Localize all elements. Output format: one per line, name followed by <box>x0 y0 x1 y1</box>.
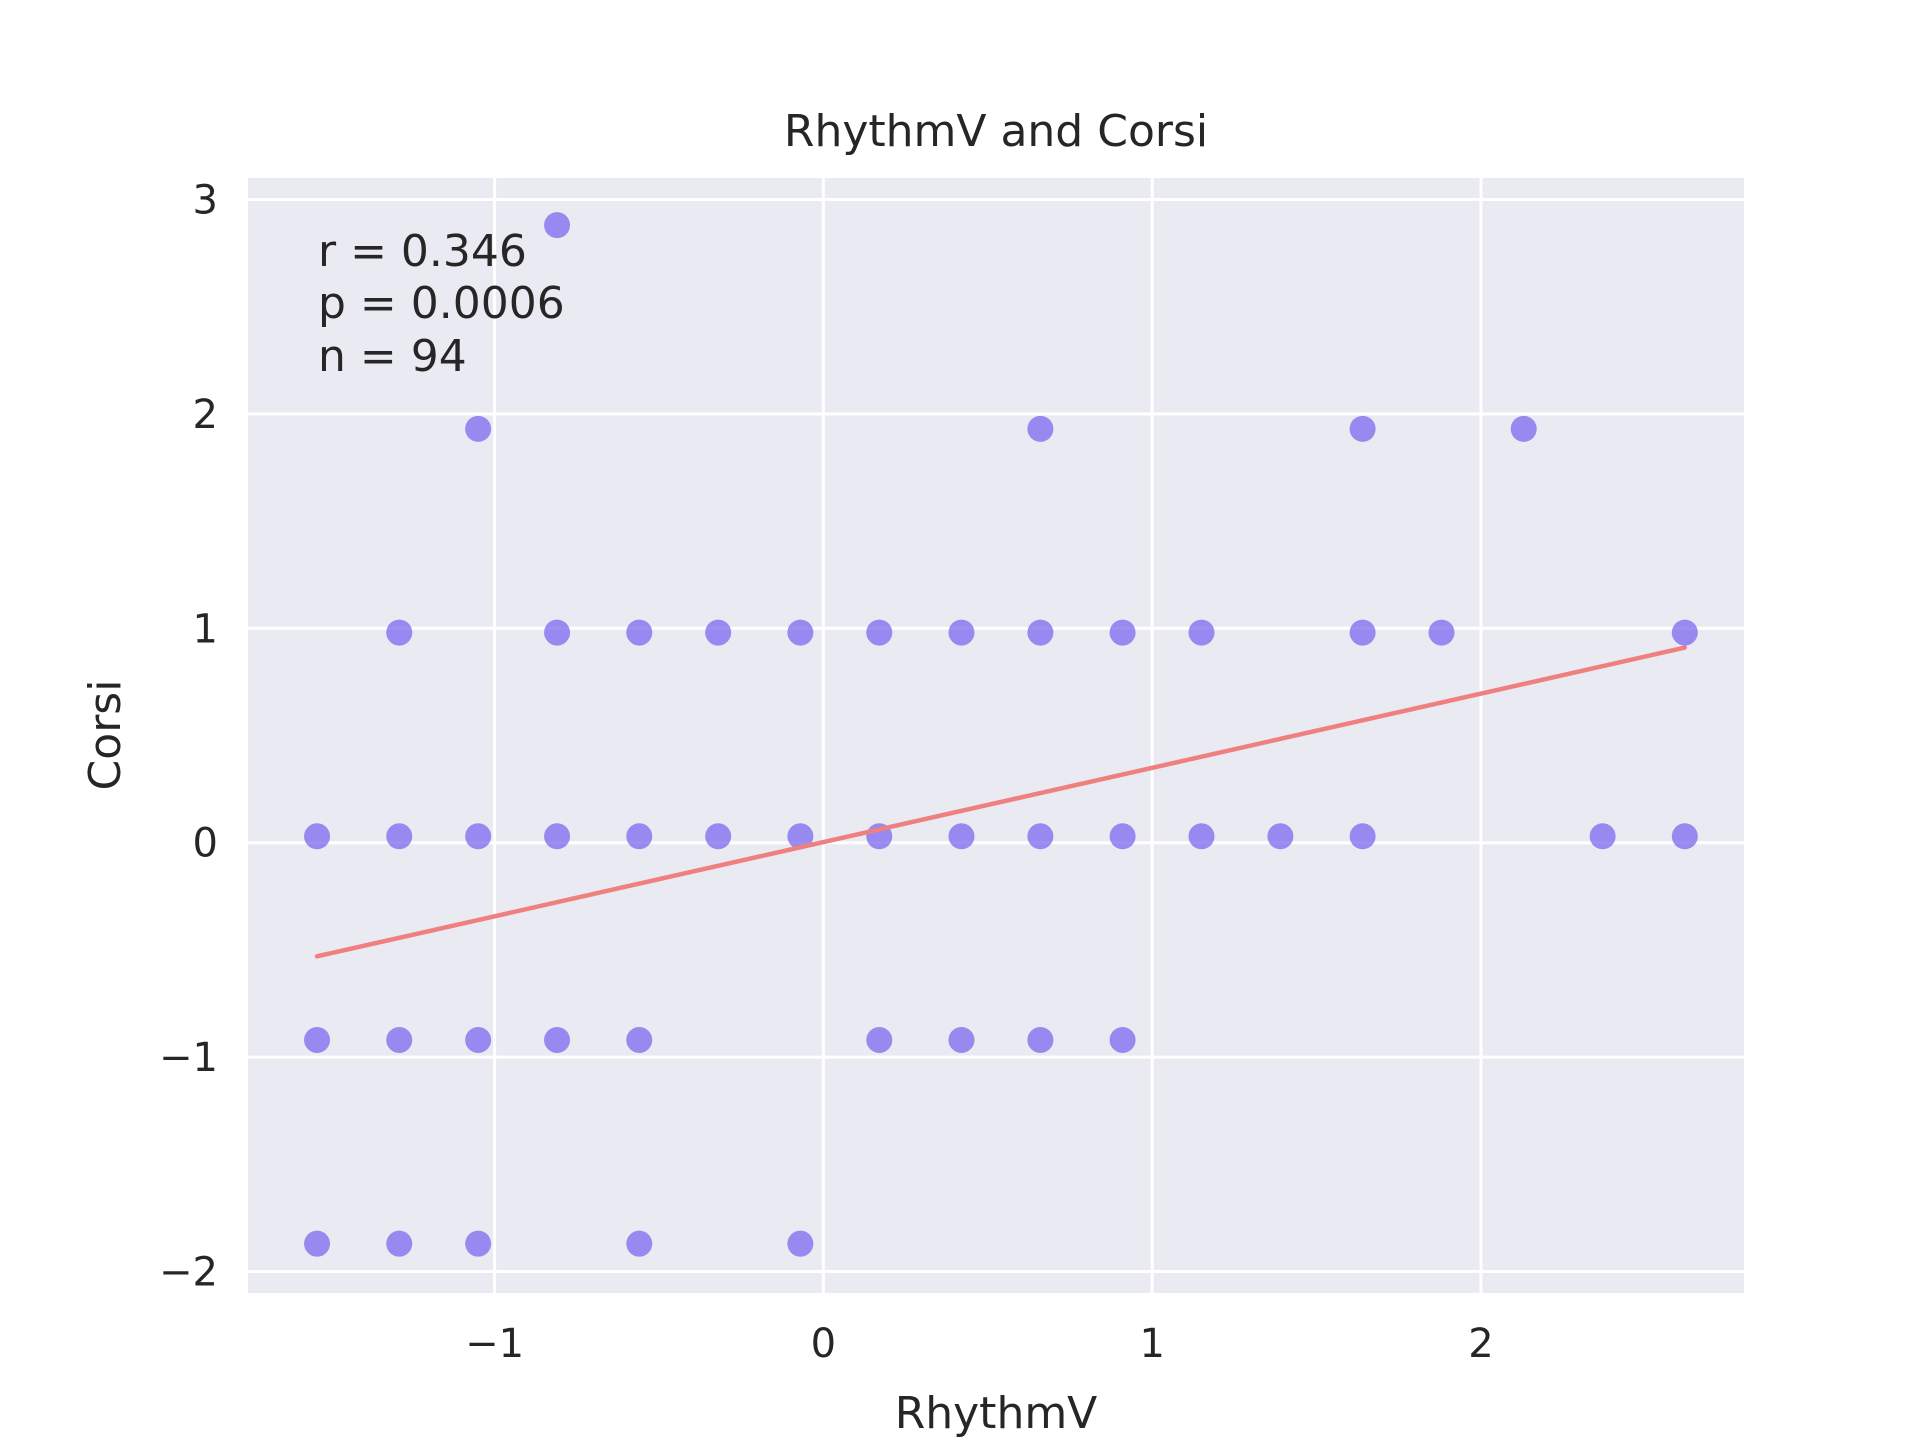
data-point <box>1027 1026 1054 1053</box>
data-point <box>386 823 413 850</box>
data-point <box>544 823 571 850</box>
data-point <box>948 1026 975 1053</box>
data-point <box>626 1230 653 1257</box>
data-point <box>866 1026 893 1053</box>
data-point <box>1510 415 1537 442</box>
data-point <box>386 619 413 646</box>
data-point <box>1267 823 1294 850</box>
y-tick-labels: −2 −1 0 1 2 3 <box>159 177 218 1295</box>
data-point <box>1671 619 1698 646</box>
y-tick-label: −1 <box>159 1035 218 1081</box>
data-point <box>1109 1026 1136 1053</box>
x-tick-label: 2 <box>1468 1321 1493 1367</box>
data-point <box>1671 823 1698 850</box>
stat-p: p = 0.0006 <box>318 278 565 329</box>
data-point <box>948 823 975 850</box>
x-tick-label: 0 <box>811 1321 836 1367</box>
data-point <box>705 823 732 850</box>
data-point <box>1027 619 1054 646</box>
data-point <box>626 1026 653 1053</box>
data-point <box>787 1230 814 1257</box>
data-point <box>1349 415 1376 442</box>
y-tick-label: 0 <box>193 821 218 867</box>
data-point <box>544 212 571 239</box>
data-points <box>304 212 1698 1257</box>
data-point <box>866 619 893 646</box>
data-point <box>1188 823 1215 850</box>
x-tick-label: 1 <box>1139 1321 1164 1367</box>
data-point <box>304 1026 331 1053</box>
data-point <box>386 1230 413 1257</box>
data-point <box>787 823 814 850</box>
regression-line <box>314 645 1688 959</box>
data-point <box>1109 619 1136 646</box>
data-point <box>1349 823 1376 850</box>
data-point <box>705 619 732 646</box>
data-point <box>465 415 492 442</box>
data-point <box>465 1026 492 1053</box>
data-point <box>465 1230 492 1257</box>
data-point <box>1188 619 1215 646</box>
data-point <box>304 1230 331 1257</box>
data-point <box>1027 415 1054 442</box>
data-point <box>1027 823 1054 850</box>
stat-n: n = 94 <box>318 331 467 382</box>
y-tick-label: 1 <box>193 606 218 652</box>
data-point <box>626 823 653 850</box>
y-axis-label: Corsi <box>80 680 131 791</box>
data-point <box>626 619 653 646</box>
x-tick-labels: −1 0 1 2 <box>465 1321 1494 1367</box>
stat-r: r = 0.346 <box>318 226 527 277</box>
y-tick-label: 2 <box>193 392 218 438</box>
x-tick-label: −1 <box>465 1321 524 1367</box>
data-point <box>787 619 814 646</box>
chart-title: RhythmV and Corsi <box>784 106 1208 157</box>
data-point <box>304 823 331 850</box>
y-tick-label: −2 <box>159 1250 218 1296</box>
data-point <box>1349 619 1376 646</box>
data-point <box>1589 823 1616 850</box>
plot-background <box>248 178 1744 1293</box>
x-axis-label: RhythmV <box>895 1388 1098 1439</box>
data-point <box>544 619 571 646</box>
data-point <box>1428 619 1455 646</box>
data-point <box>465 823 492 850</box>
grid <box>248 178 1744 1293</box>
data-point <box>386 1026 413 1053</box>
data-point <box>544 1026 571 1053</box>
data-point <box>1109 823 1136 850</box>
data-point <box>948 619 975 646</box>
y-tick-label: 3 <box>193 177 218 223</box>
